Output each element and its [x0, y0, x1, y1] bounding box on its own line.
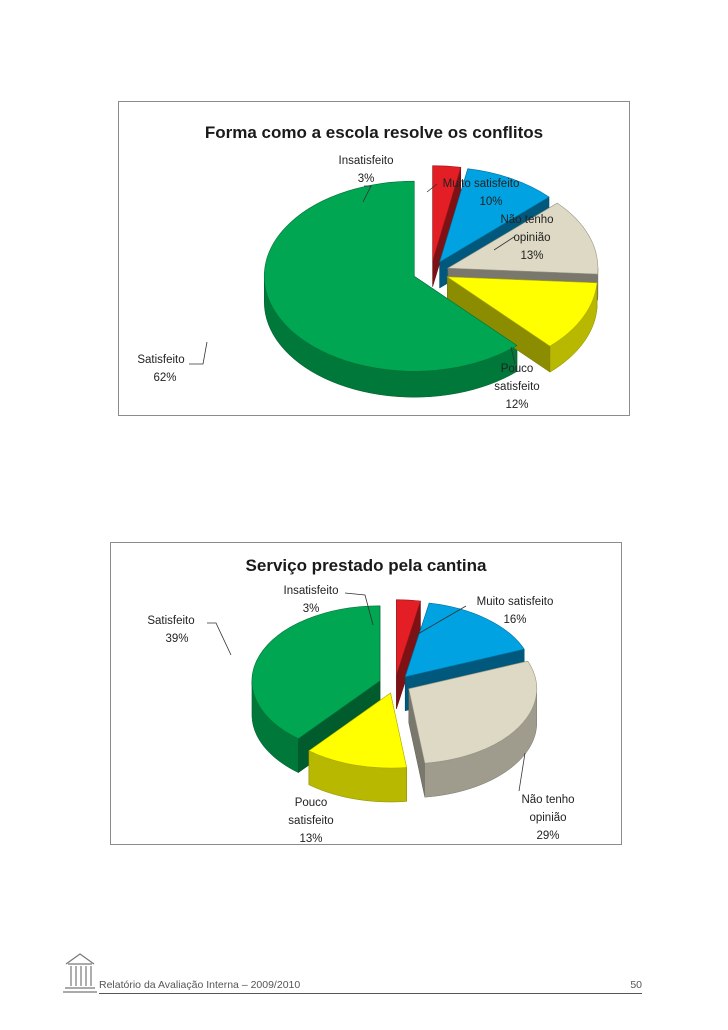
slice-pouco-satisfeito: [308, 692, 407, 769]
leader-line: [362, 185, 372, 203]
pie-chart-cantina: Serviço prestado pela cantina Insatisfeit…: [147, 556, 574, 844]
chart-cantina: Serviço prestado pela cantina Insatisfeit…: [110, 542, 622, 845]
page-footer: Relatório da Avaliação Interna – 2009/20…: [62, 948, 642, 998]
slice-category-label: Insatisfeito: [339, 155, 394, 167]
chart-title: Forma como a escola resolve os conflitos: [205, 123, 543, 142]
slice-n-o-tenho-opini-o: [446, 202, 599, 275]
chart-title: Serviço prestado pela cantina: [246, 556, 487, 575]
leader-line: [426, 183, 438, 193]
slice-category-label: Muito satisfeito: [443, 178, 520, 190]
chart-conflitos: Forma como a escola resolve os conflitos…: [118, 101, 630, 416]
slice-insatisfeito: [396, 599, 421, 675]
slice-satisfeito: [251, 605, 381, 739]
slice-category-label: opinião: [513, 232, 550, 244]
slice-value-label: 62%: [153, 372, 176, 384]
page-number: 50: [630, 979, 642, 991]
slice-category-label: Pouco: [501, 363, 534, 375]
slice-value-label: 13%: [520, 250, 543, 262]
pie-chart-conflitos: Forma como a escola resolve os conflitos…: [137, 123, 599, 411]
slice-satisfeito: [264, 180, 518, 372]
slice-category-label: Satisfeito: [147, 615, 194, 627]
footer-report-title: Relatório da Avaliação Interna – 2009/20…: [99, 979, 301, 991]
slice-value-label: 13%: [299, 833, 322, 844]
slice-value-label: 3%: [303, 603, 320, 615]
slice-category-label: Insatisfeito: [284, 585, 339, 597]
slice-category-label: satisfeito: [288, 815, 333, 827]
slice-value-label: 16%: [503, 614, 526, 626]
slice-category-label: Não tenho: [500, 214, 553, 226]
leader-line: [518, 752, 526, 792]
slice-category-label: Pouco: [295, 797, 328, 809]
slice-muito-satisfeito: [404, 602, 525, 678]
slice-category-label: Satisfeito: [137, 354, 184, 366]
leader-line: [510, 346, 516, 365]
slice-n-o-tenho-opini-o: [408, 660, 538, 764]
leader-line: [410, 605, 467, 639]
slice-value-label: 29%: [536, 830, 559, 842]
slice-insatisfeito: [432, 165, 462, 261]
slice-category-label: opinião: [529, 812, 566, 824]
slice-pouco-satisfeito: [446, 276, 598, 347]
leader-line: [493, 236, 515, 251]
slice-category-label: Muito satisfeito: [477, 596, 554, 608]
slice-muito-satisfeito: [439, 168, 550, 263]
leader-line: [207, 622, 232, 656]
school-logo-icon: [63, 953, 97, 993]
leader-line: [189, 341, 208, 365]
slice-value-label: 10%: [479, 196, 502, 208]
slice-category-label: Não tenho: [521, 794, 574, 806]
slice-value-label: 3%: [358, 173, 375, 185]
slice-category-label: satisfeito: [494, 381, 539, 393]
slice-value-label: 12%: [505, 399, 528, 411]
leader-line: [344, 592, 374, 626]
footer-rule: [99, 993, 642, 994]
slice-value-label: 39%: [165, 633, 188, 645]
